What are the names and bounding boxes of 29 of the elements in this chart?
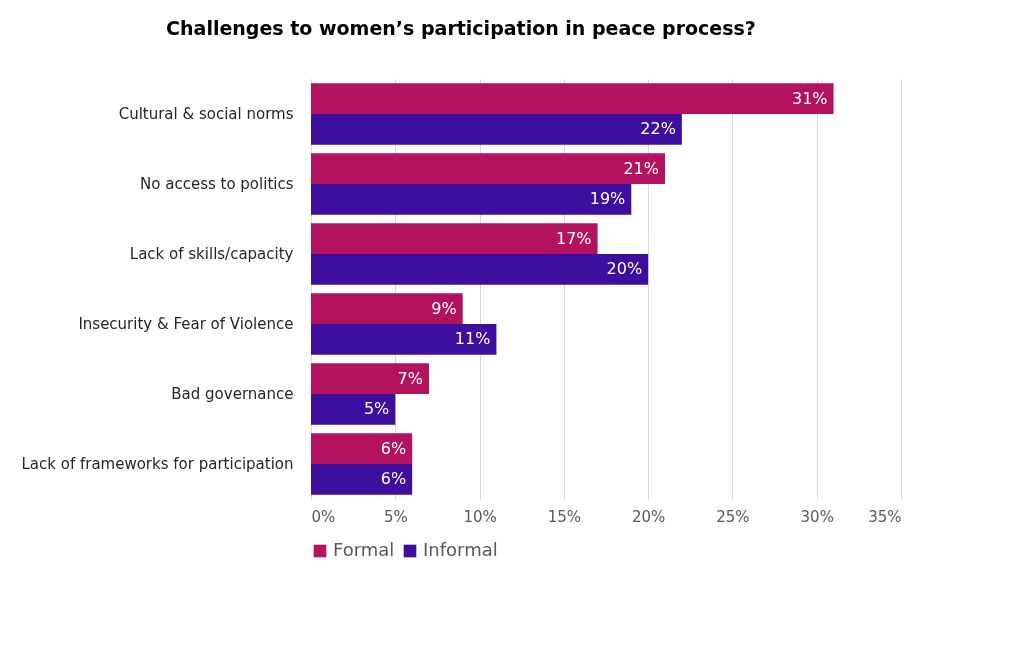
x-tick-label: 0%	[311, 507, 336, 526]
x-tick-label: 15%	[547, 507, 582, 526]
data-label: 31%	[792, 88, 828, 108]
y-tick-label: Cultural & social norms	[118, 105, 294, 123]
y-tick-label: No access to politics	[140, 175, 294, 193]
chart-title: Challenges to women’s participation in peace process?	[166, 17, 756, 39]
data-label: 11%	[454, 329, 491, 349]
data-label: 6%	[380, 438, 407, 458]
data-label: 17%	[556, 228, 592, 248]
data-label: 9%	[431, 298, 457, 318]
y-tick-label: Bad governance	[171, 385, 294, 403]
x-tick-label: 30%	[800, 507, 834, 526]
x-tick-label: 20%	[631, 507, 666, 526]
x-tick-label: 10%	[463, 507, 497, 526]
data-label: 19%	[589, 189, 626, 209]
x-tick-label: 35%	[868, 507, 902, 526]
x-tick-label: 5%	[383, 507, 408, 526]
data-label: 5%	[363, 399, 390, 419]
data-label: 20%	[606, 259, 643, 279]
y-tick-label: Lack of frameworks for participation	[21, 455, 294, 473]
data-label: 7%	[397, 368, 423, 388]
data-label: 22%	[640, 119, 676, 139]
y-tick-label: Insecurity & Fear of Violence	[78, 315, 294, 333]
x-tick-label: 25%	[716, 507, 750, 526]
data-label: 21%	[623, 158, 659, 178]
legend-label: Informal	[423, 539, 498, 560]
y-tick-label: Lack of skills/capacity	[129, 245, 294, 263]
data-label: 6%	[380, 469, 407, 489]
legend-label: Formal	[333, 539, 395, 560]
